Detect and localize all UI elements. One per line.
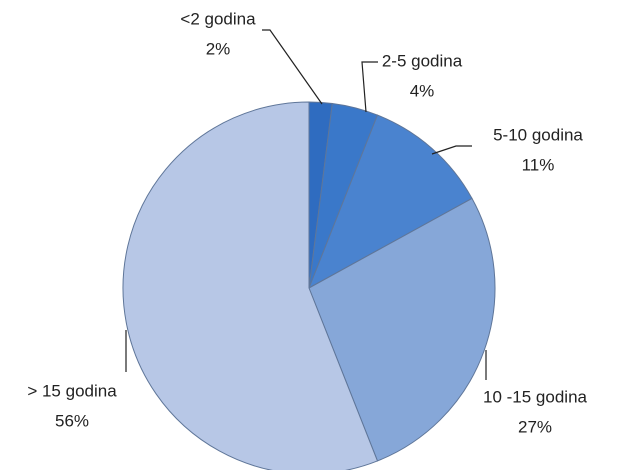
category-label: > 15 godina — [27, 381, 117, 400]
value-label: 27% — [518, 417, 552, 436]
leader-line — [262, 29, 323, 105]
value-label: 56% — [55, 411, 89, 430]
pie-slice — [122, 101, 379, 470]
leader-line — [361, 61, 378, 113]
value-label: 11% — [522, 155, 555, 174]
leader-line — [431, 145, 472, 155]
pie-slice — [308, 114, 473, 290]
value-label: 2% — [206, 39, 231, 58]
category-label: 2-5 godina — [382, 51, 463, 70]
category-label: 10 -15 godina — [483, 387, 588, 406]
pie-slice — [308, 197, 496, 462]
category-label: <2 godina — [180, 9, 256, 28]
category-label: 5-10 godina — [493, 125, 583, 144]
value-label: 4% — [410, 81, 435, 100]
